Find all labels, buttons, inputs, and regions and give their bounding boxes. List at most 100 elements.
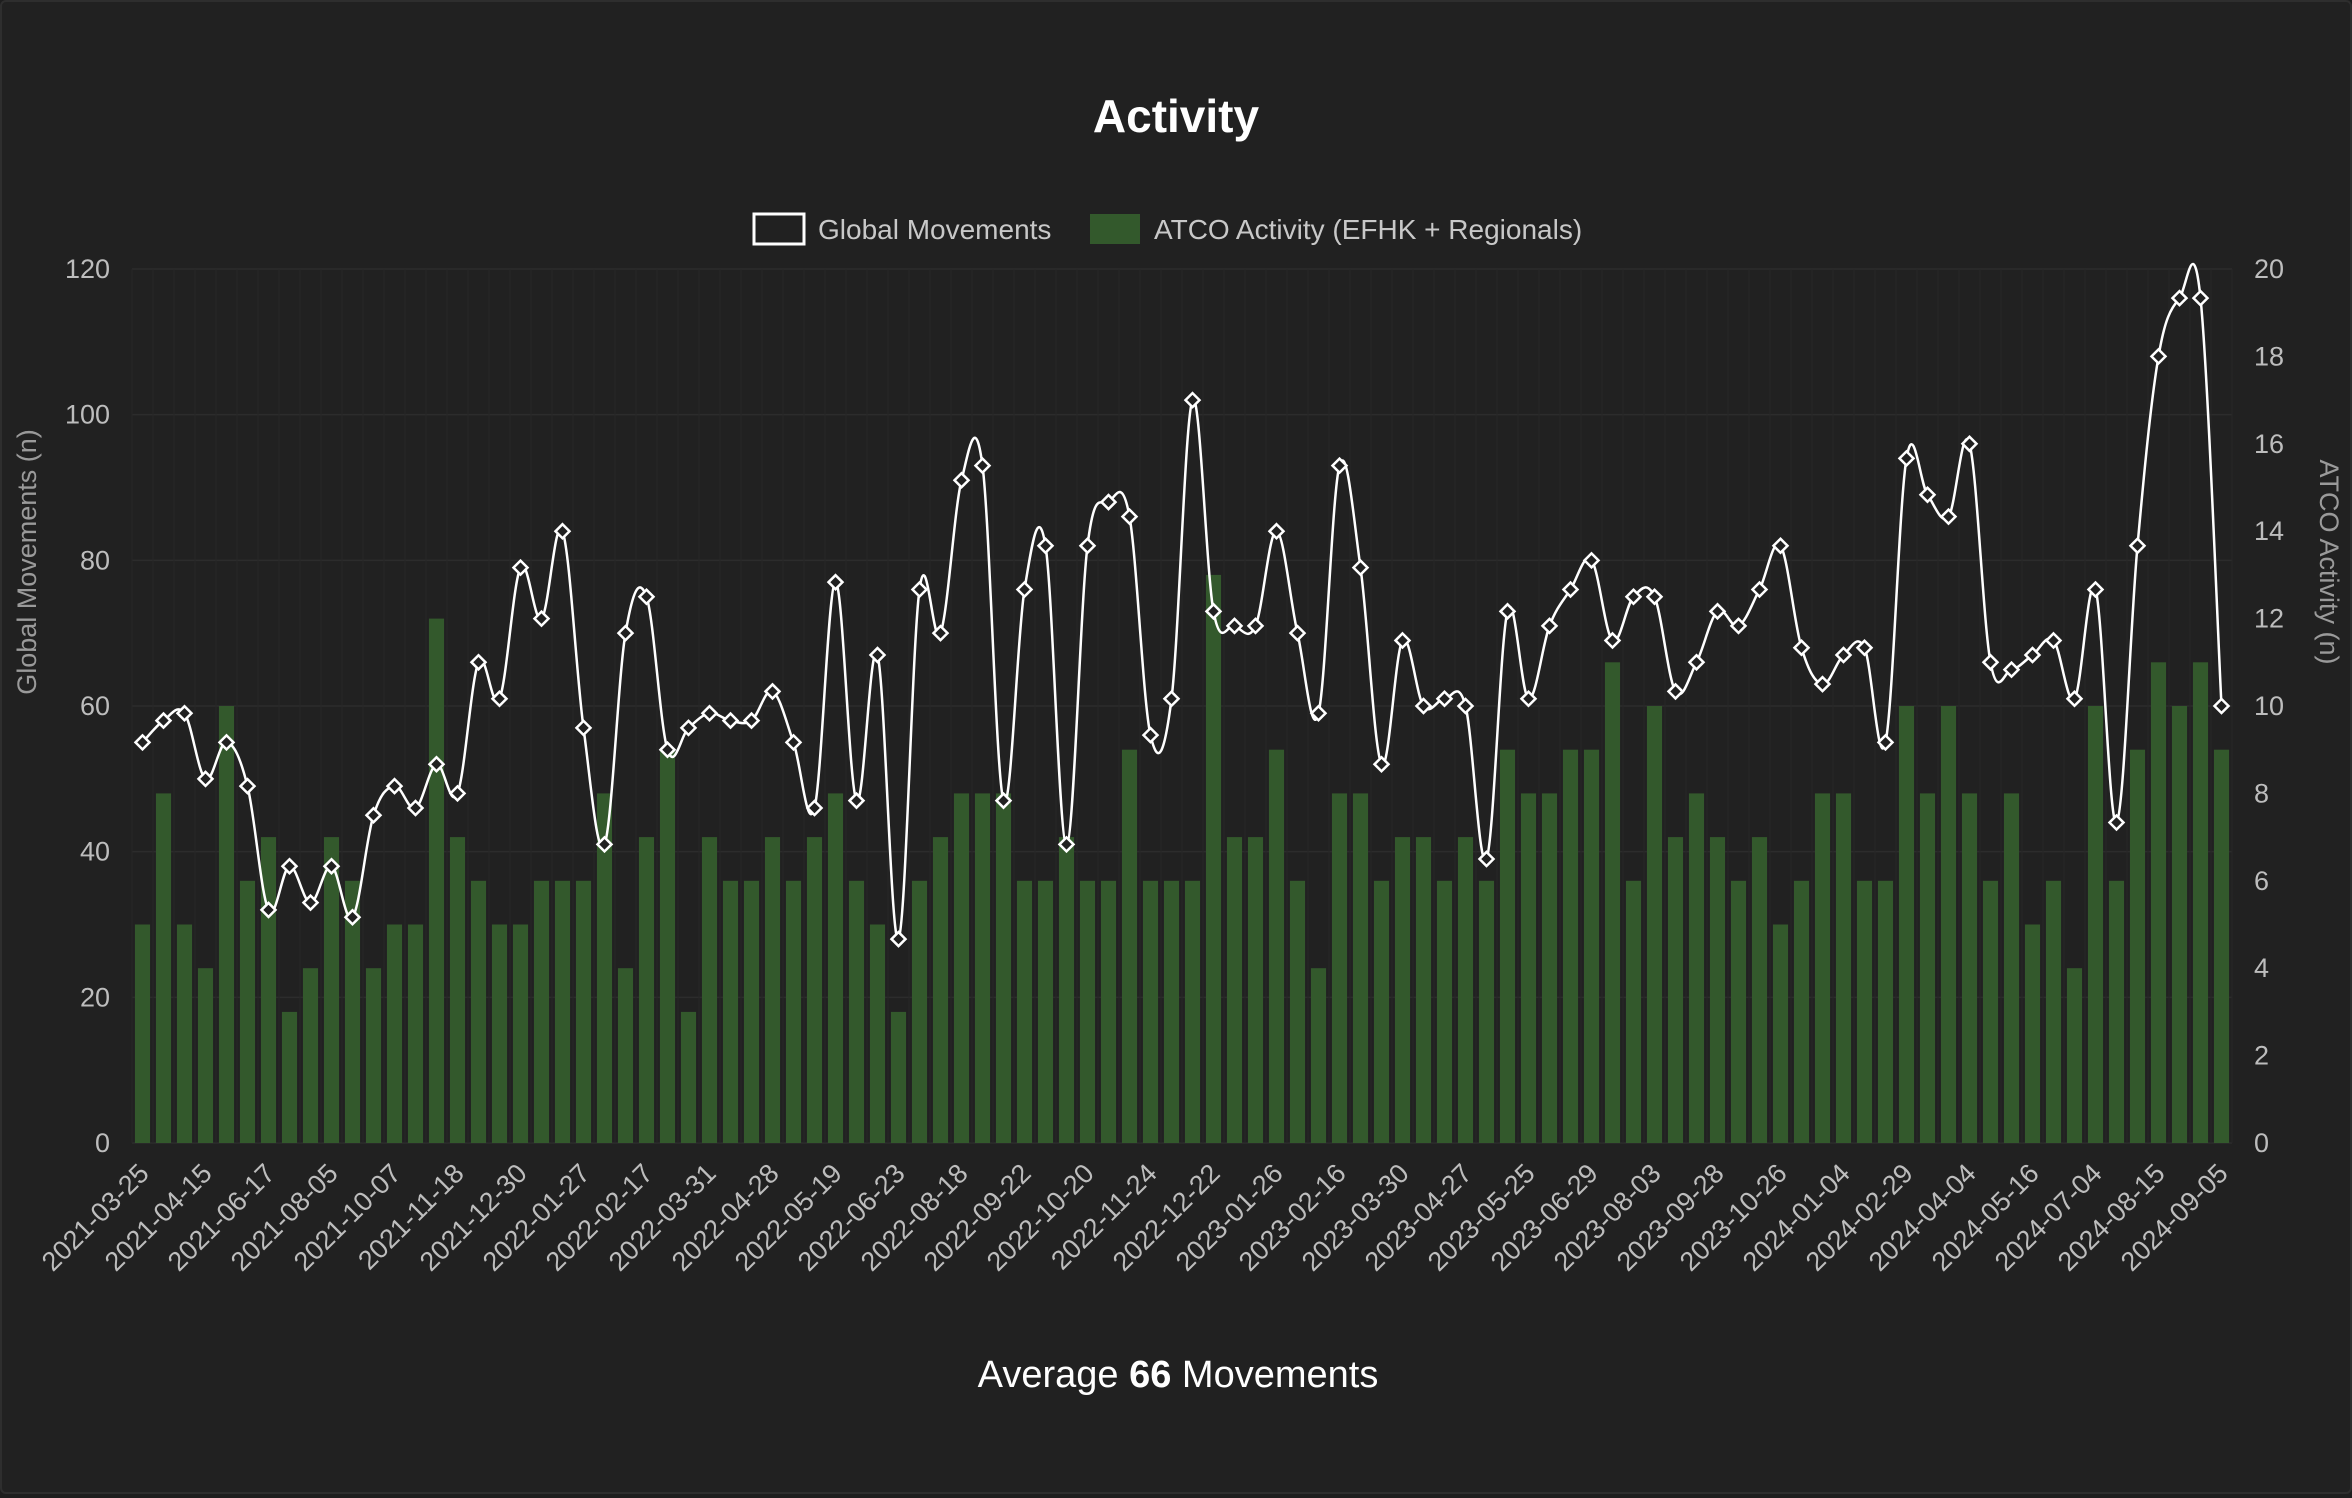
bar-atco-activity[interactable] xyxy=(533,880,550,1143)
bar-atco-activity[interactable] xyxy=(2087,706,2104,1143)
point-global-movements[interactable] xyxy=(1582,551,1601,570)
point-global-movements[interactable] xyxy=(1351,558,1370,577)
point-global-movements[interactable] xyxy=(1015,580,1034,599)
point-global-movements[interactable] xyxy=(1834,646,1853,664)
point-global-movements[interactable] xyxy=(511,558,530,577)
bar-atco-activity[interactable] xyxy=(491,924,508,1144)
bar-atco-activity[interactable] xyxy=(323,837,340,1143)
bar-atco-activity[interactable] xyxy=(1940,706,1957,1143)
bar-atco-activity[interactable] xyxy=(2003,793,2020,1143)
point-global-movements[interactable] xyxy=(637,587,656,606)
point-global-movements[interactable] xyxy=(1918,486,1937,504)
bar-atco-activity[interactable] xyxy=(1814,793,1831,1143)
bar-atco-activity[interactable] xyxy=(302,968,319,1143)
point-global-movements[interactable] xyxy=(1519,689,1538,708)
bar-atco-activity[interactable] xyxy=(134,924,151,1144)
point-global-movements[interactable] xyxy=(154,711,173,730)
bar-atco-activity[interactable] xyxy=(1331,793,1348,1143)
bar-atco-activity[interactable] xyxy=(1856,880,1873,1143)
point-global-movements[interactable] xyxy=(553,522,572,540)
bar-atco-activity[interactable] xyxy=(218,706,235,1143)
point-global-movements[interactable] xyxy=(196,770,215,788)
bar-atco-activity[interactable] xyxy=(1961,793,1978,1143)
point-global-movements[interactable] xyxy=(1960,435,1979,453)
bar-atco-activity[interactable] xyxy=(1415,837,1432,1143)
point-global-movements[interactable] xyxy=(2149,347,2168,366)
bar-atco-activity[interactable] xyxy=(1604,662,1621,1143)
bar-atco-activity[interactable] xyxy=(890,1011,907,1143)
point-global-movements[interactable] xyxy=(2170,289,2189,307)
bar-atco-activity[interactable] xyxy=(1289,880,1306,1143)
point-global-movements[interactable] xyxy=(595,835,614,854)
bar-atco-activity[interactable] xyxy=(2129,749,2146,1143)
point-global-movements[interactable] xyxy=(1330,456,1349,475)
point-global-movements[interactable] xyxy=(1813,675,1832,693)
point-global-movements[interactable] xyxy=(931,624,950,642)
bar-atco-activity[interactable] xyxy=(1268,749,1285,1143)
point-global-movements[interactable] xyxy=(1393,631,1412,650)
point-global-movements[interactable] xyxy=(721,711,740,730)
point-global-movements[interactable] xyxy=(1372,755,1391,774)
point-global-movements[interactable] xyxy=(1603,631,1622,650)
bar-atco-activity[interactable] xyxy=(1436,880,1453,1143)
bar-atco-activity[interactable] xyxy=(743,880,760,1143)
point-global-movements[interactable] xyxy=(973,456,992,475)
bar-atco-activity[interactable] xyxy=(1079,880,1096,1143)
point-global-movements[interactable] xyxy=(133,733,152,752)
point-global-movements[interactable] xyxy=(1729,617,1748,635)
point-global-movements[interactable] xyxy=(1183,391,1202,409)
bar-atco-activity[interactable] xyxy=(155,793,172,1143)
point-global-movements[interactable] xyxy=(1561,580,1580,599)
point-global-movements[interactable] xyxy=(1267,522,1286,540)
point-global-movements[interactable] xyxy=(1687,653,1706,672)
bar-atco-activity[interactable] xyxy=(1520,793,1537,1143)
bar-atco-activity[interactable] xyxy=(974,793,991,1143)
point-global-movements[interactable] xyxy=(1078,536,1097,555)
bar-atco-activity[interactable] xyxy=(722,880,739,1143)
bar-atco-activity[interactable] xyxy=(1226,837,1243,1143)
point-global-movements[interactable] xyxy=(1876,733,1895,752)
point-global-movements[interactable] xyxy=(2191,289,2210,307)
point-global-movements[interactable] xyxy=(994,791,1013,810)
bar-atco-activity[interactable] xyxy=(659,749,676,1143)
point-global-movements[interactable] xyxy=(2086,580,2105,599)
bar-atco-activity[interactable] xyxy=(2108,880,2125,1143)
point-global-movements[interactable] xyxy=(1309,704,1328,723)
bar-atco-activity[interactable] xyxy=(407,924,424,1144)
point-global-movements[interactable] xyxy=(1624,587,1643,606)
bar-atco-activity[interactable] xyxy=(1646,706,1663,1143)
bar-atco-activity[interactable] xyxy=(1982,880,1999,1143)
point-global-movements[interactable] xyxy=(1057,835,1076,854)
bar-atco-activity[interactable] xyxy=(1478,880,1495,1143)
point-global-movements[interactable] xyxy=(343,908,362,926)
point-global-movements[interactable] xyxy=(1792,638,1811,657)
point-global-movements[interactable] xyxy=(1288,624,1307,642)
bar-atco-activity[interactable] xyxy=(1016,880,1033,1143)
bar-atco-activity[interactable] xyxy=(701,837,718,1143)
bar-atco-activity[interactable] xyxy=(239,880,256,1143)
bar-atco-activity[interactable] xyxy=(2213,749,2230,1143)
point-global-movements[interactable] xyxy=(1540,617,1559,635)
bar-atco-activity[interactable] xyxy=(932,837,949,1143)
bar-atco-activity[interactable] xyxy=(680,1011,697,1143)
bar-atco-activity[interactable] xyxy=(1100,880,1117,1143)
point-global-movements[interactable] xyxy=(1246,617,1265,635)
point-global-movements[interactable] xyxy=(175,704,194,723)
bar-atco-activity[interactable] xyxy=(911,880,928,1143)
bar-atco-activity[interactable] xyxy=(1793,880,1810,1143)
bar-atco-activity[interactable] xyxy=(428,618,445,1143)
bar-atco-activity[interactable] xyxy=(1247,837,1264,1143)
bar-atco-activity[interactable] xyxy=(2150,662,2167,1143)
point-global-movements[interactable] xyxy=(364,806,383,825)
bar-atco-activity[interactable] xyxy=(1499,749,1516,1143)
bar-atco-activity[interactable] xyxy=(2171,706,2188,1143)
point-global-movements[interactable] xyxy=(1141,726,1160,744)
point-global-movements[interactable] xyxy=(574,719,593,737)
bar-atco-activity[interactable] xyxy=(554,880,571,1143)
point-global-movements[interactable] xyxy=(763,682,782,701)
point-global-movements[interactable] xyxy=(1666,682,1685,701)
point-global-movements[interactable] xyxy=(1036,536,1055,555)
bar-atco-activity[interactable] xyxy=(1142,880,1159,1143)
bar-atco-activity[interactable] xyxy=(1772,924,1789,1144)
bar-atco-activity[interactable] xyxy=(1919,793,1936,1143)
